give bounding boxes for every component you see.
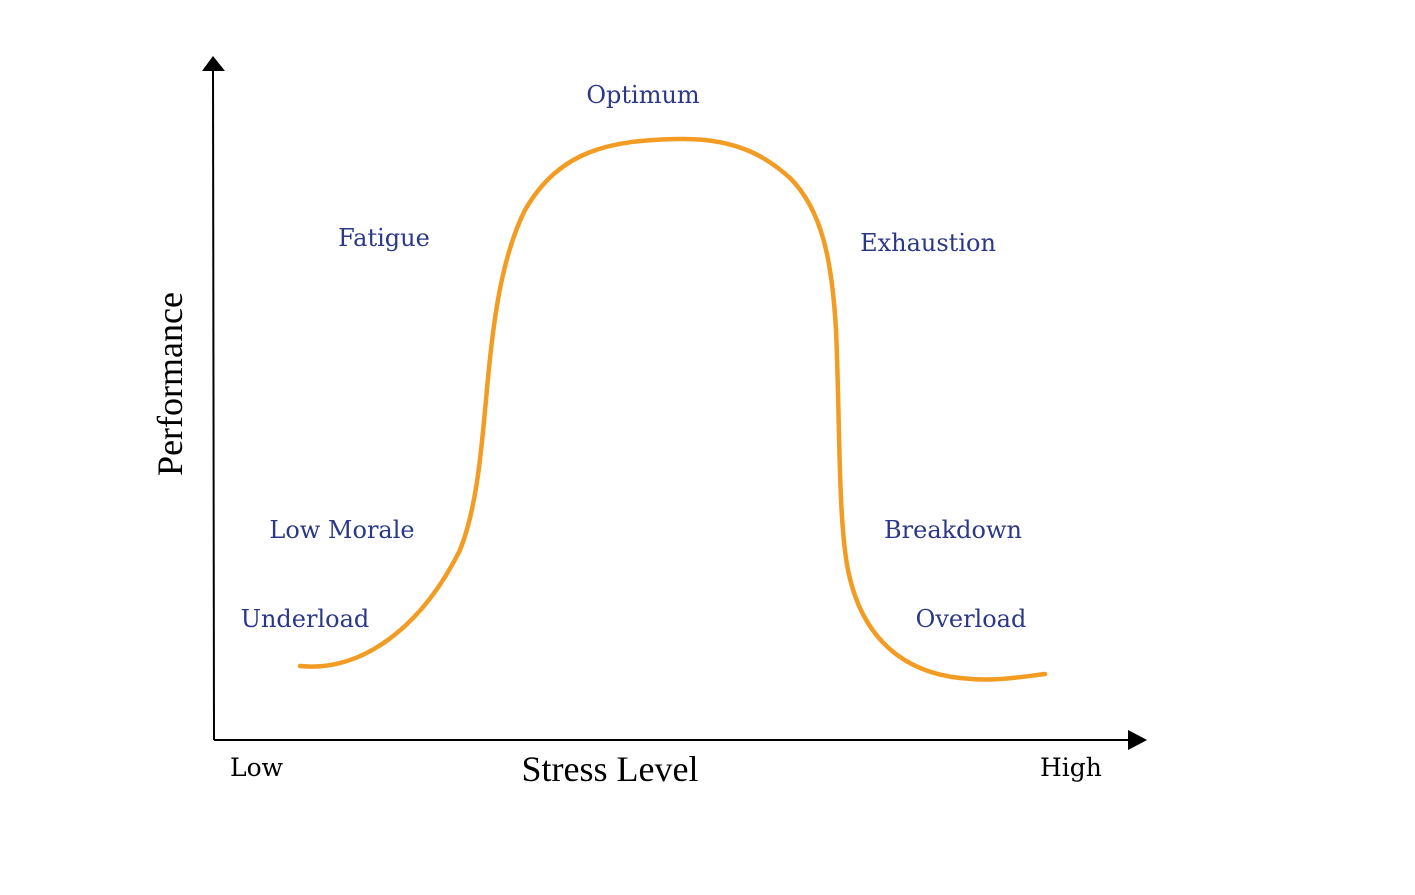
zone-label-breakdown: Breakdown bbox=[884, 516, 1022, 544]
y-axis-arrowhead bbox=[202, 56, 225, 71]
x-axis-low-label: Low bbox=[230, 753, 284, 782]
x-axis-high-label: High bbox=[1040, 753, 1102, 782]
zone-label-fatigue: Fatigue bbox=[338, 224, 430, 252]
zone-label-overload: Overload bbox=[916, 605, 1027, 633]
zone-label-exhaustion: Exhaustion bbox=[860, 229, 996, 257]
y-axis-line bbox=[212, 69, 215, 741]
zone-label-low-morale: Low Morale bbox=[269, 516, 414, 544]
x-axis-arrowhead bbox=[1128, 730, 1147, 750]
y-axis-title: Performance bbox=[150, 292, 190, 476]
zone-label-optimum: Optimum bbox=[586, 81, 700, 109]
x-axis-title: Stress Level bbox=[522, 749, 699, 789]
performance-curve bbox=[297, 136, 1048, 682]
zone-label-underload: Underload bbox=[241, 605, 370, 633]
